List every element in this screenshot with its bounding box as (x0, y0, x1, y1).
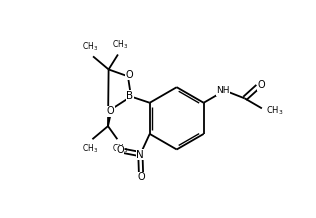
Text: B: B (126, 91, 133, 101)
Text: O: O (116, 145, 124, 155)
Text: CH$_3$: CH$_3$ (112, 38, 129, 51)
Text: CH$_3$: CH$_3$ (82, 143, 98, 155)
Text: CH$_3$: CH$_3$ (82, 40, 99, 53)
Text: O: O (258, 80, 265, 90)
Text: O: O (107, 106, 114, 116)
Text: NH: NH (216, 87, 230, 95)
Text: N: N (137, 150, 144, 160)
Text: O: O (138, 172, 145, 182)
Text: CH$_3$: CH$_3$ (266, 105, 283, 117)
Text: O: O (126, 70, 134, 80)
Text: CH$_3$: CH$_3$ (112, 143, 128, 155)
